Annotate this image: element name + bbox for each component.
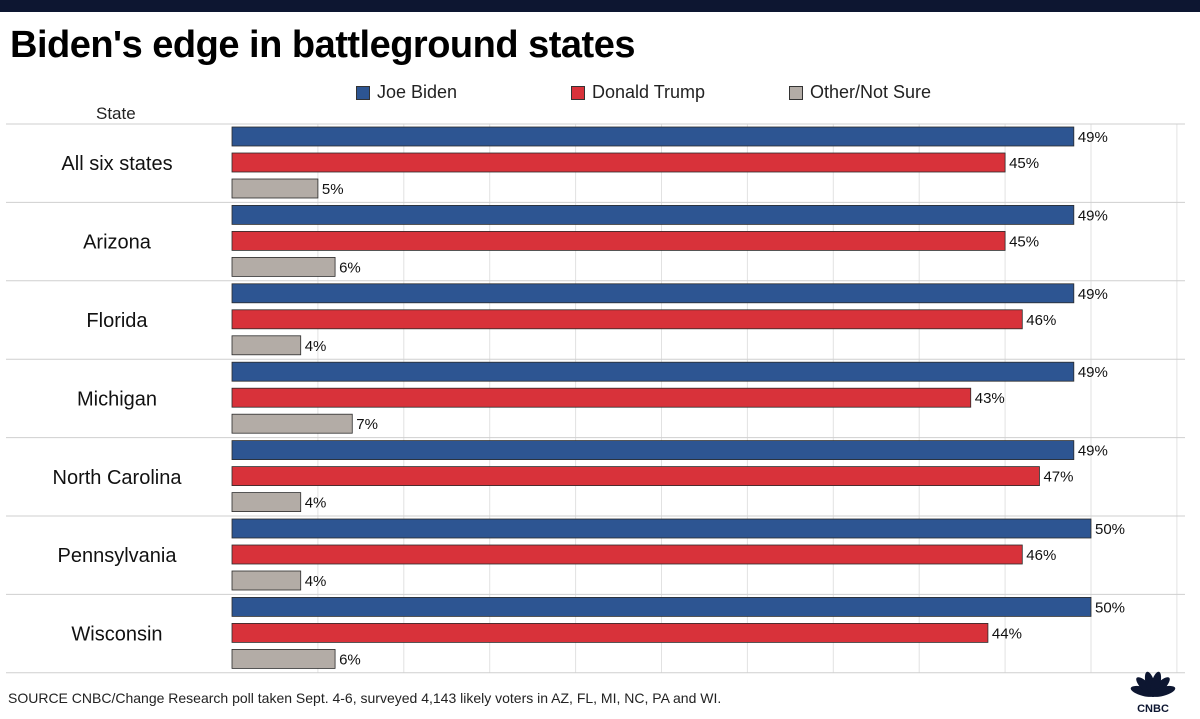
category-label-north-carolina: North Carolina — [53, 467, 183, 489]
cnbc-logo-text: CNBC — [1137, 703, 1169, 714]
legend-item-trump: Donald Trump — [571, 82, 705, 103]
category-label-all-six-states: All six states — [61, 153, 172, 175]
source-note: SOURCE CNBC/Change Research poll taken S… — [8, 690, 722, 706]
bar-joe-biden-wisconsin — [231, 597, 1092, 617]
data-label-joe-biden-florida: 49% — [1078, 286, 1108, 303]
peacock-icon: CNBC — [1130, 671, 1176, 715]
bar-other-not-sure-florida — [231, 335, 302, 356]
legend-swatch-biden — [356, 85, 370, 100]
legend-swatch-other — [789, 85, 803, 100]
chart-title: Biden's edge in battleground states — [10, 24, 635, 66]
bar-joe-biden-arizona — [231, 204, 1075, 225]
bar-donald-trump-all-six-states — [231, 152, 1006, 173]
legend: Joe Biden Donald Trump Other/Not Sure — [0, 80, 1200, 108]
data-label-donald-trump-all-six-states: 45% — [1009, 155, 1039, 172]
legend-label-trump: Donald Trump — [592, 82, 706, 102]
data-label-donald-trump-wisconsin: 44% — [992, 625, 1022, 642]
data-label-other-not-sure-florida: 4% — [305, 338, 327, 355]
bar-donald-trump-florida — [231, 309, 1023, 330]
bar-other-not-sure-pennsylvania — [231, 570, 302, 591]
bar-other-not-sure-arizona — [231, 256, 336, 277]
category-label-michigan: Michigan — [77, 388, 157, 410]
data-label-joe-biden-pennsylvania: 50% — [1095, 521, 1125, 538]
bar-joe-biden-florida — [231, 283, 1075, 304]
cnbc-logo: CNBC — [1122, 662, 1184, 715]
legend-label-biden: Joe Biden — [377, 82, 458, 102]
bar-other-not-sure-all-six-states — [231, 178, 319, 199]
bar-joe-biden-pennsylvania — [231, 518, 1092, 539]
bar-other-not-sure-north-carolina — [231, 492, 302, 513]
data-label-donald-trump-north-carolina: 47% — [1043, 469, 1073, 486]
legend-item-biden: Joe Biden — [356, 82, 457, 103]
top-bar — [0, 0, 1200, 12]
bar-donald-trump-wisconsin — [231, 623, 989, 643]
legend-swatch-trump — [571, 85, 585, 100]
data-label-joe-biden-arizona: 49% — [1078, 207, 1108, 224]
category-label-florida: Florida — [86, 310, 148, 332]
category-label-arizona: Arizona — [83, 232, 152, 254]
data-label-donald-trump-arizona: 45% — [1009, 233, 1039, 250]
bar-donald-trump-arizona — [231, 230, 1006, 251]
bar-joe-biden-all-six-states — [231, 126, 1075, 147]
data-label-donald-trump-michigan: 43% — [975, 390, 1005, 407]
data-label-other-not-sure-all-six-states: 5% — [322, 181, 344, 198]
bar-donald-trump-michigan — [231, 387, 972, 408]
legend-item-other: Other/Not Sure — [789, 82, 931, 103]
data-label-other-not-sure-arizona: 6% — [339, 259, 361, 276]
bar-other-not-sure-michigan — [231, 413, 353, 434]
data-label-other-not-sure-pennsylvania: 4% — [305, 573, 327, 590]
data-label-other-not-sure-michigan: 7% — [356, 416, 378, 433]
bar-joe-biden-michigan — [231, 361, 1075, 382]
data-label-joe-biden-wisconsin: 50% — [1095, 599, 1125, 616]
data-label-joe-biden-all-six-states: 49% — [1078, 129, 1108, 146]
state-column-header: State — [96, 104, 136, 123]
data-label-donald-trump-pennsylvania: 46% — [1026, 547, 1056, 564]
data-label-joe-biden-north-carolina: 49% — [1078, 443, 1108, 460]
data-label-donald-trump-florida: 46% — [1026, 312, 1056, 329]
legend-label-other: Other/Not Sure — [810, 82, 932, 102]
bar-joe-biden-north-carolina — [231, 440, 1075, 461]
data-label-joe-biden-michigan: 49% — [1078, 364, 1108, 381]
data-label-other-not-sure-north-carolina: 4% — [305, 495, 327, 512]
category-label-wisconsin: Wisconsin — [71, 624, 162, 646]
data-label-other-not-sure-wisconsin: 6% — [339, 651, 361, 668]
bar-other-not-sure-wisconsin — [231, 649, 336, 669]
category-label-pennsylvania: Pennsylvania — [58, 545, 178, 567]
bar-donald-trump-pennsylvania — [231, 544, 1023, 565]
bar-donald-trump-north-carolina — [231, 466, 1040, 487]
